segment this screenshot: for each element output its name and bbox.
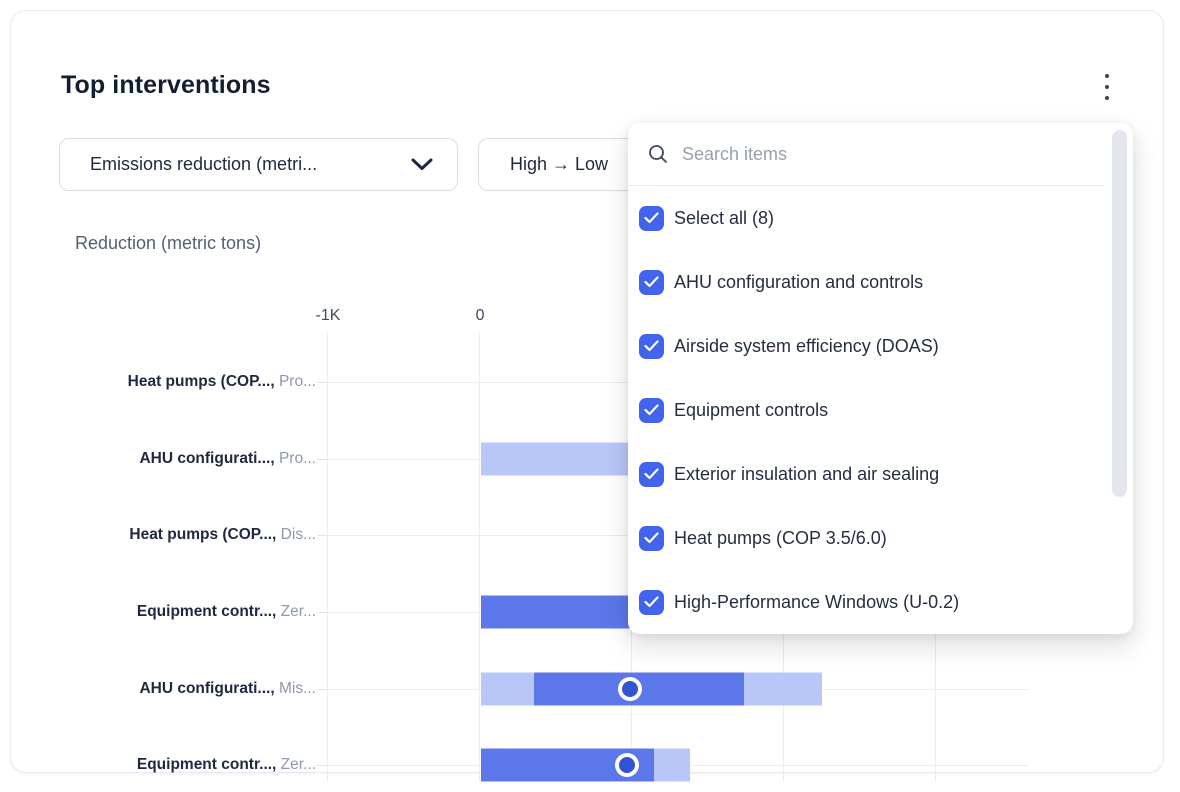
chevron-down-icon <box>411 158 433 170</box>
kebab-dot <box>1105 96 1109 100</box>
checkbox-item[interactable]: Select all (8) <box>628 193 1098 243</box>
y-axis-tick <box>317 688 327 690</box>
checkbox-item-label: Select all (8) <box>674 207 775 228</box>
checkbox-checked-icon[interactable] <box>639 205 664 231</box>
sort-select-value: High → Low <box>510 154 609 174</box>
y-axis-category-labels: Heat pumps (COP..., Pro... AHU configurat… <box>11 333 317 781</box>
vertical-gridline <box>479 333 481 781</box>
panel-divider <box>629 185 1104 186</box>
checkbox-item[interactable]: Equipment controls <box>628 385 1098 435</box>
row-label: Equipment contr..., Zer... <box>136 756 316 774</box>
top-interventions-card: Top interventions Reduction (metric tons… <box>10 10 1164 782</box>
chart-axis-title: Reduction (metric tons) <box>75 233 262 253</box>
checkbox-item-label: AHU configuration and controls <box>674 271 924 292</box>
search-row <box>628 123 1133 185</box>
point-marker <box>617 676 642 701</box>
kebab-menu-button[interactable] <box>1093 69 1121 105</box>
row-label: AHU configurati..., Mis... <box>139 679 316 697</box>
y-axis-tick <box>317 612 327 613</box>
y-axis-tick <box>317 382 327 384</box>
checkbox-item[interactable]: Airside system efficiency (DOAS) <box>628 321 1098 371</box>
page-title: Top interventions <box>61 71 271 99</box>
y-axis-tick <box>317 458 327 460</box>
checkbox-checked-icon[interactable] <box>639 589 664 615</box>
checkbox-item[interactable]: Heat pumps (COP 3.5/6.0) <box>628 513 1098 563</box>
checkbox-item-label: High-Performance Windows (U-0.2) <box>674 591 960 612</box>
metric-select-value: Emissions reduction (metri... <box>90 154 318 174</box>
kebab-dot <box>1105 85 1109 89</box>
checkbox-checked-icon[interactable] <box>639 525 664 551</box>
row-label: AHU configurati..., Pro... <box>139 449 316 467</box>
metric-select[interactable]: Emissions reduction (metri... <box>59 138 458 191</box>
bar-segment <box>653 748 691 782</box>
filter-dropdown-panel: Select all (8) AHU configuration and cont… <box>628 123 1133 634</box>
checkbox-item[interactable]: High-Performance Windows (U-0.2) <box>628 577 1098 627</box>
checkbox-checked-icon[interactable] <box>639 397 664 423</box>
y-axis-tick <box>317 765 327 767</box>
checkbox-checked-icon[interactable] <box>639 333 664 359</box>
bar-segment <box>481 672 534 706</box>
vertical-gridline <box>327 333 328 781</box>
checkbox-item-label: Airside system efficiency (DOAS) <box>674 335 939 356</box>
row-label: Heat pumps (COP..., Pro... <box>127 373 316 391</box>
x-axis-tick-label: 0 <box>475 307 485 324</box>
row-label: Equipment contr..., Zer... <box>136 603 316 620</box>
row-label: Heat pumps (COP..., Dis... <box>129 526 316 544</box>
checkbox-checked-icon[interactable] <box>639 269 664 295</box>
point-marker <box>615 753 640 778</box>
checkbox-item[interactable]: AHU configuration and controls <box>628 257 1098 307</box>
search-input[interactable] <box>682 143 1062 165</box>
checkbox-item[interactable]: Exterior insulation and air sealing <box>628 449 1098 499</box>
x-axis-tick-label: -1K <box>315 307 341 324</box>
checkbox-item-label: Exterior insulation and air sealing <box>674 463 940 484</box>
kebab-dot <box>1105 74 1109 78</box>
scrollbar-thumb[interactable] <box>1112 130 1127 497</box>
search-icon <box>649 145 667 163</box>
y-axis-tick <box>317 535 327 537</box>
checkbox-item-label: Equipment controls <box>674 399 829 420</box>
checkbox-checked-icon[interactable] <box>639 461 664 487</box>
checkbox-item-label: Heat pumps (COP 3.5/6.0) <box>674 527 887 548</box>
bar-segment <box>744 672 822 706</box>
